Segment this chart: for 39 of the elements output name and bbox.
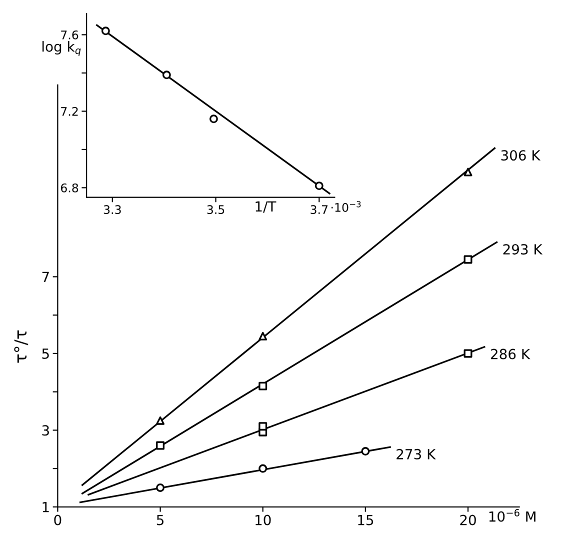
- annotation: ·10$^{−3}$: [332, 201, 361, 212]
- x-tick-label: 3.3: [104, 205, 121, 214]
- point: [162, 70, 171, 80]
- point: [156, 441, 165, 450]
- x-tick-label: 3.7: [310, 205, 328, 214]
- x-tick-label: 3.5: [207, 205, 224, 214]
- point: [258, 382, 268, 390]
- x-tick-label: 15: [358, 514, 374, 526]
- x-tick-label: 10: [256, 514, 271, 526]
- point: [156, 483, 165, 492]
- y-axis-title: log k$_{q}$: [42, 41, 81, 56]
- series-label: 293 K: [503, 244, 543, 255]
- point: [464, 168, 472, 176]
- series-label: 273 K: [396, 448, 436, 460]
- point: [209, 114, 218, 124]
- point: [361, 447, 370, 456]
- point: [464, 349, 472, 358]
- point: [314, 182, 324, 190]
- x-tick-label: 20: [460, 514, 476, 526]
- y-tick-label: 5: [42, 348, 49, 359]
- y-tick-label: 6.8: [60, 183, 78, 192]
- y-tick-label: 7.2: [61, 106, 78, 116]
- y-tick-label: 3: [42, 425, 49, 436]
- x-tick-label: 0: [54, 514, 62, 526]
- x-axis-title: 10$^{−6}$ M: [489, 509, 536, 522]
- point: [156, 416, 165, 425]
- point: [101, 26, 110, 36]
- point: [258, 422, 268, 431]
- point: [258, 332, 268, 340]
- y-tick-label: 7.6: [61, 30, 78, 40]
- x-tick-label: 5: [156, 514, 164, 526]
- x-axis-title: 1/T: [256, 201, 276, 213]
- y-tick-label: 7: [42, 272, 49, 282]
- point: [464, 255, 472, 264]
- y-axis-title: τ°/τ: [14, 330, 28, 363]
- series-label: 286 K: [490, 348, 530, 360]
- point: [258, 464, 268, 473]
- y-tick-label: 1: [42, 502, 49, 512]
- series-label: 306 K: [501, 150, 541, 161]
